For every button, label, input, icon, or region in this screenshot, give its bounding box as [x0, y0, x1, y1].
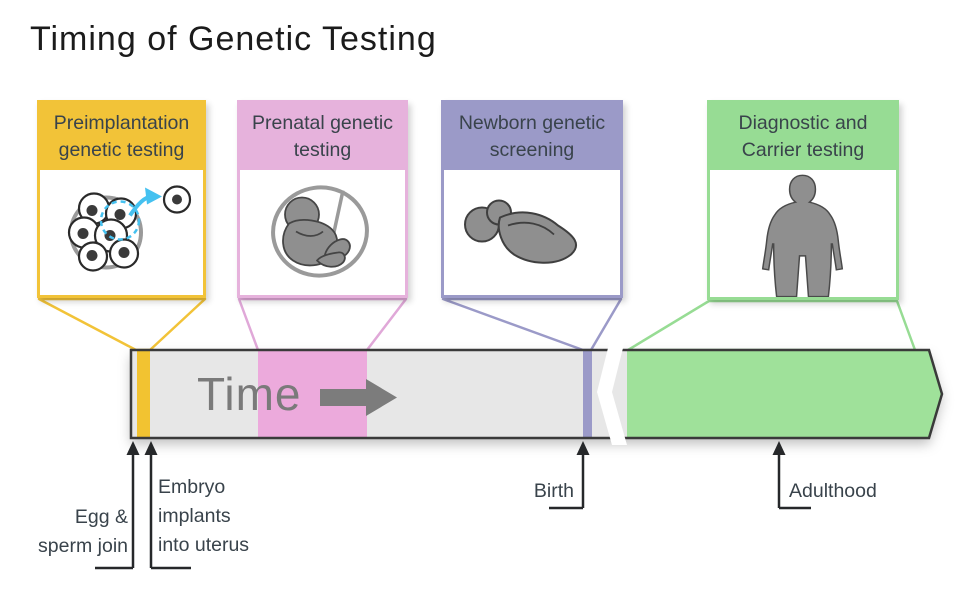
marker-arrow-egg-sperm: [95, 441, 140, 570]
fetus-icon: [271, 185, 369, 278]
card-body: [40, 170, 203, 295]
segment-preimplantation: [137, 350, 150, 438]
segment-diagnostic-carrier: [627, 350, 942, 438]
connector-diagnostic: [626, 299, 917, 352]
card-diagnostic: Diagnostic and Carrier testing: [707, 100, 899, 300]
card-prenatal: Prenatal genetic testing: [237, 100, 408, 298]
timeline-break: [597, 340, 627, 445]
embryo-icon: [67, 185, 192, 272]
newborn-baby-icon: [464, 199, 577, 264]
card-body: [240, 170, 405, 295]
card-label: Preimplantation genetic testing: [53, 111, 190, 161]
card-body: [710, 170, 896, 297]
adult-silhouette-icon: [761, 174, 844, 297]
card-header: Newborn genetic screening: [444, 103, 620, 170]
connector-preimplantation: [37, 297, 207, 352]
page-title: Timing of Genetic Testing: [30, 20, 437, 58]
timeline-bar-outline: [129, 348, 944, 440]
marker-arrow-adulthood: [772, 441, 811, 510]
card-label: Diagnostic and Carrier testing: [738, 111, 868, 161]
card-newborn: Newborn genetic screening: [441, 100, 623, 298]
time-label: Time: [197, 368, 302, 420]
connector-newborn: [441, 297, 623, 352]
marker-arrow-embryo-implants: [144, 441, 191, 570]
card-preimplantation: Preimplantation genetic testing: [37, 100, 206, 298]
card-body: [444, 170, 620, 295]
connector-prenatal: [237, 297, 408, 352]
card-header: Preimplantation genetic testing: [40, 103, 203, 170]
marker-arrow-birth: [549, 441, 590, 510]
card-label: Prenatal genetic testing: [252, 111, 393, 161]
segment-newborn: [583, 350, 592, 438]
marker-label-adulthood: Adulthood: [789, 480, 877, 502]
marker-label-egg-sperm: Egg & sperm join: [38, 506, 128, 557]
card-header: Prenatal genetic testing: [240, 103, 405, 170]
time-arrow-icon: [320, 379, 397, 416]
marker-label-embryo-implants: Embryo implants into uterus: [158, 476, 250, 556]
card-label: Newborn genetic screening: [458, 111, 606, 161]
marker-label-birth: Birth: [533, 480, 574, 502]
card-header: Diagnostic and Carrier testing: [710, 103, 896, 170]
